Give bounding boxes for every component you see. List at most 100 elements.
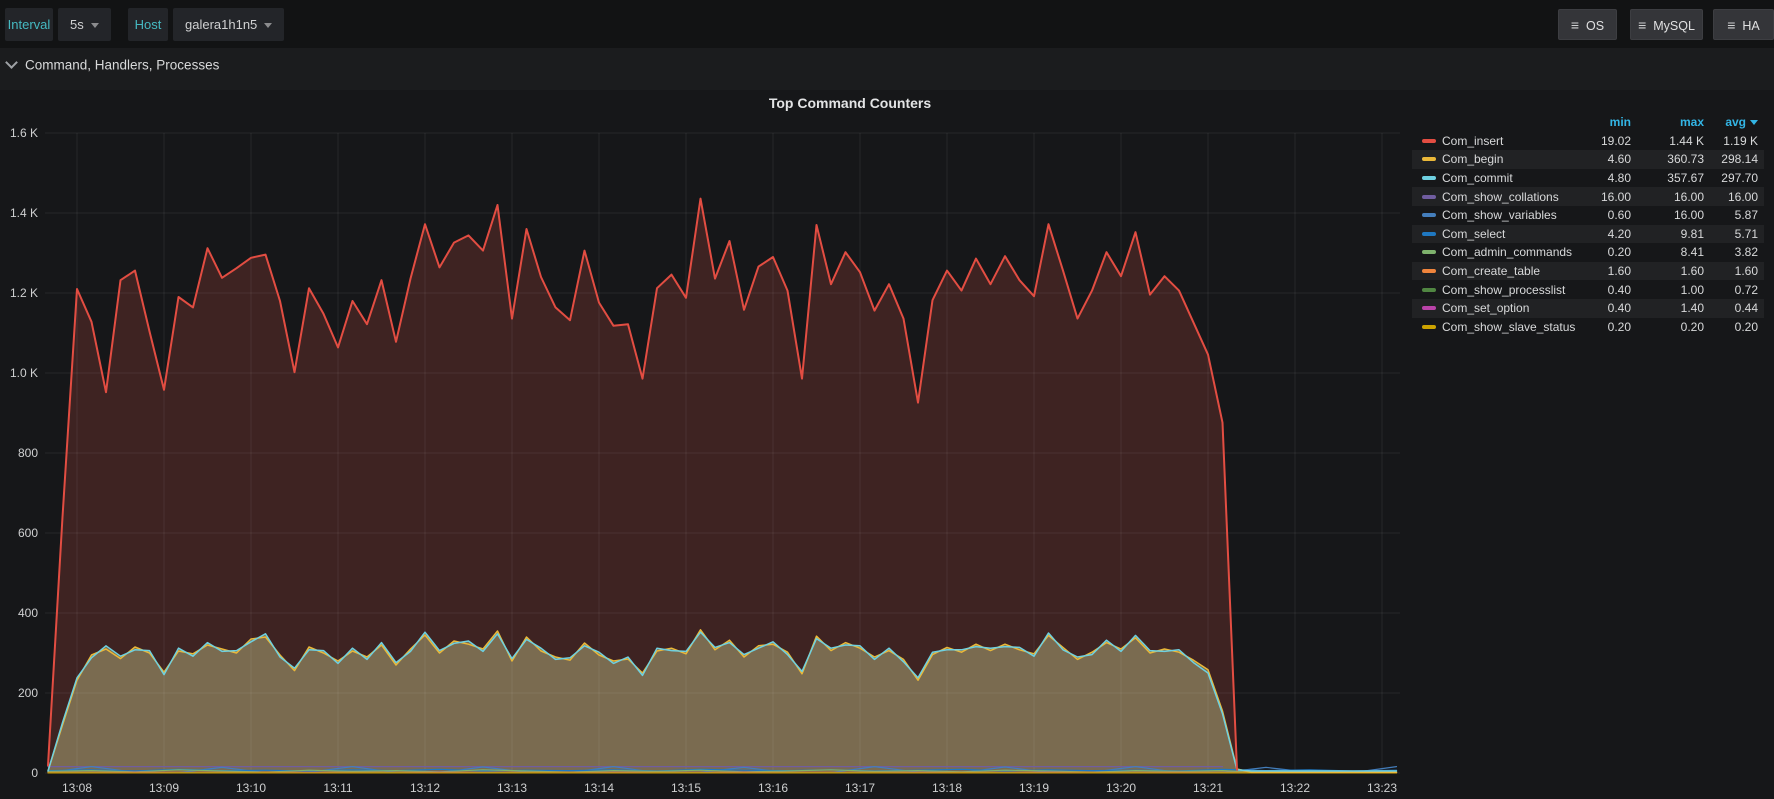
- legend-swatch: [1422, 269, 1436, 274]
- legend-series-name[interactable]: Com_create_table: [1442, 264, 1541, 279]
- x-axis-label: 13:23: [1367, 781, 1397, 795]
- legend-swatch: [1422, 138, 1436, 143]
- legend-value: 1.19 K: [1723, 133, 1758, 148]
- legend-series-name[interactable]: Com_insert: [1442, 133, 1504, 148]
- x-axis-label: 13:13: [497, 781, 527, 795]
- legend-sort-max[interactable]: max: [1679, 115, 1704, 130]
- legend-value: 1.60: [1680, 264, 1704, 279]
- legend-series-name[interactable]: Com_commit: [1442, 171, 1513, 186]
- legend-value: 1.44 K: [1669, 133, 1704, 148]
- legend-row: Com_insert 19.02 1.44 K 1.19 K: [1412, 132, 1764, 151]
- series-line-Com_commit: [47, 631, 1398, 772]
- legend-value: 360.73: [1667, 152, 1704, 167]
- sort-desc-icon: [1750, 120, 1758, 126]
- legend-value: 1.40: [1680, 301, 1704, 316]
- legend-series-name[interactable]: Com_show_variables: [1442, 208, 1557, 223]
- x-axis-label: 13:21: [1193, 781, 1223, 795]
- top-nav-bar: Interval 5s Host galera1h1n5 ≡ OS ≡ MySQL …: [0, 0, 1774, 48]
- legend-swatch: [1422, 250, 1436, 255]
- legend-value: 0.20: [1734, 319, 1758, 334]
- chevron-down-icon: [264, 23, 273, 28]
- legend-value: 19.02: [1600, 133, 1631, 148]
- menu-icon: ≡: [1638, 17, 1647, 33]
- legend-swatch: [1422, 287, 1436, 292]
- legend-value: 1.60: [1607, 264, 1631, 279]
- legend-value: 0.20: [1607, 245, 1631, 260]
- section-title: Command, Handlers, Processes: [25, 57, 220, 73]
- y-axis-label: 1.4 K: [10, 206, 38, 220]
- ha-menu-button[interactable]: ≡ HA: [1713, 9, 1774, 40]
- legend-series-name[interactable]: Com_set_option: [1442, 301, 1530, 316]
- section-header-commands[interactable]: Command, Handlers, Processes: [0, 56, 1774, 86]
- y-axis-label: 200: [18, 686, 38, 700]
- x-axis-label: 13:16: [758, 781, 788, 795]
- x-axis-label: 13:08: [62, 781, 92, 795]
- mysql-menu-button[interactable]: ≡ MySQL: [1630, 9, 1703, 40]
- legend-sort-avg[interactable]: avg: [1704, 115, 1758, 129]
- legend-value: 5.71: [1734, 226, 1758, 241]
- panel-title[interactable]: Top Command Counters: [768, 95, 932, 111]
- ha-menu-label: HA: [1742, 19, 1760, 33]
- legend-swatch: [1422, 231, 1436, 236]
- chevron-down-icon: [90, 23, 99, 28]
- legend-row: Com_show_processlist 0.40 1.00 0.72: [1412, 280, 1764, 299]
- y-axis-label: 1.2 K: [10, 286, 38, 300]
- x-axis-label: 13:20: [1106, 781, 1136, 795]
- series-fill-Com_insert: [48, 198, 1237, 774]
- legend-value: 0.20: [1680, 319, 1704, 334]
- legend-swatch: [1422, 194, 1436, 199]
- interval-select[interactable]: 5s: [58, 8, 111, 41]
- legend-value: 3.82: [1734, 245, 1758, 260]
- legend-row: Com_create_table 1.60 1.60 1.60: [1412, 261, 1764, 281]
- legend-row: Com_set_option 0.40 1.40 0.44: [1412, 298, 1764, 318]
- host-value: galera1h1n5: [185, 17, 258, 32]
- legend-sort-min[interactable]: min: [1609, 115, 1631, 130]
- legend-value: 8.41: [1680, 245, 1704, 260]
- interval-value: 5s: [70, 17, 84, 32]
- legend-series-name[interactable]: Com_admin_commands: [1442, 245, 1573, 260]
- legend-series-name[interactable]: Com_begin: [1442, 152, 1504, 167]
- legend-series-name[interactable]: Com_select: [1442, 226, 1506, 241]
- chart-canvas[interactable]: 0 200 400 600 800 1.0 K 1.2 K 1.4 K 1.6 K 13:08 13…: [0, 90, 1774, 799]
- legend-value: 0.40: [1607, 282, 1631, 297]
- legend-value: 298.14: [1721, 152, 1758, 167]
- legend-swatch: [1422, 213, 1436, 218]
- series-fill-Com_commit: [48, 632, 1397, 773]
- x-axis-label: 13:10: [236, 781, 266, 795]
- x-axis-label: 13:18: [932, 781, 962, 795]
- y-axis-label: 1.0 K: [10, 366, 38, 380]
- legend-value: 9.81: [1680, 226, 1704, 241]
- menu-icon: ≡: [1570, 17, 1580, 33]
- host-select[interactable]: galera1h1n5: [173, 8, 285, 41]
- legend-value: 16.00: [1727, 189, 1758, 204]
- legend-value: 16.00: [1673, 189, 1704, 204]
- legend-header-row: min max avg: [1412, 113, 1764, 132]
- x-axis-label: 13:17: [845, 781, 875, 795]
- legend-row: Com_show_collations 16.00 16.00 16.00: [1412, 187, 1764, 206]
- legend-value: 0.40: [1607, 301, 1631, 316]
- y-axis-label: 1.6 K: [10, 126, 38, 140]
- legend-value: 16.00: [1673, 208, 1704, 223]
- y-axis-label: 800: [18, 446, 38, 460]
- os-menu-button[interactable]: ≡ OS: [1558, 9, 1617, 40]
- legend-series-name[interactable]: Com_show_slave_status: [1442, 319, 1576, 334]
- mysql-menu-label: MySQL: [1653, 19, 1695, 33]
- x-axis-label: 13:11: [323, 781, 352, 795]
- interval-label: Interval: [5, 8, 53, 41]
- legend-series-name[interactable]: Com_show_collations: [1442, 189, 1559, 204]
- legend-value: 357.67: [1667, 171, 1704, 186]
- legend-swatch: [1422, 324, 1436, 329]
- legend-row: Com_admin_commands 0.20 8.41 3.82: [1412, 243, 1764, 262]
- x-axis-label: 13:19: [1019, 781, 1049, 795]
- host-label: Host: [128, 8, 168, 41]
- legend-swatch: [1422, 306, 1436, 311]
- legend-value: 1.60: [1734, 264, 1758, 279]
- legend-value: 4.60: [1607, 152, 1631, 167]
- x-axis-label: 13:15: [671, 781, 701, 795]
- legend-row: Com_begin 4.60 360.73 298.14: [1412, 150, 1764, 169]
- legend-value: 1.00: [1680, 282, 1704, 297]
- legend-value: 0.44: [1734, 301, 1758, 316]
- legend-value: 4.80: [1607, 171, 1631, 186]
- legend-series-name[interactable]: Com_show_processlist: [1442, 282, 1566, 297]
- x-axis-label: 13:09: [149, 781, 179, 795]
